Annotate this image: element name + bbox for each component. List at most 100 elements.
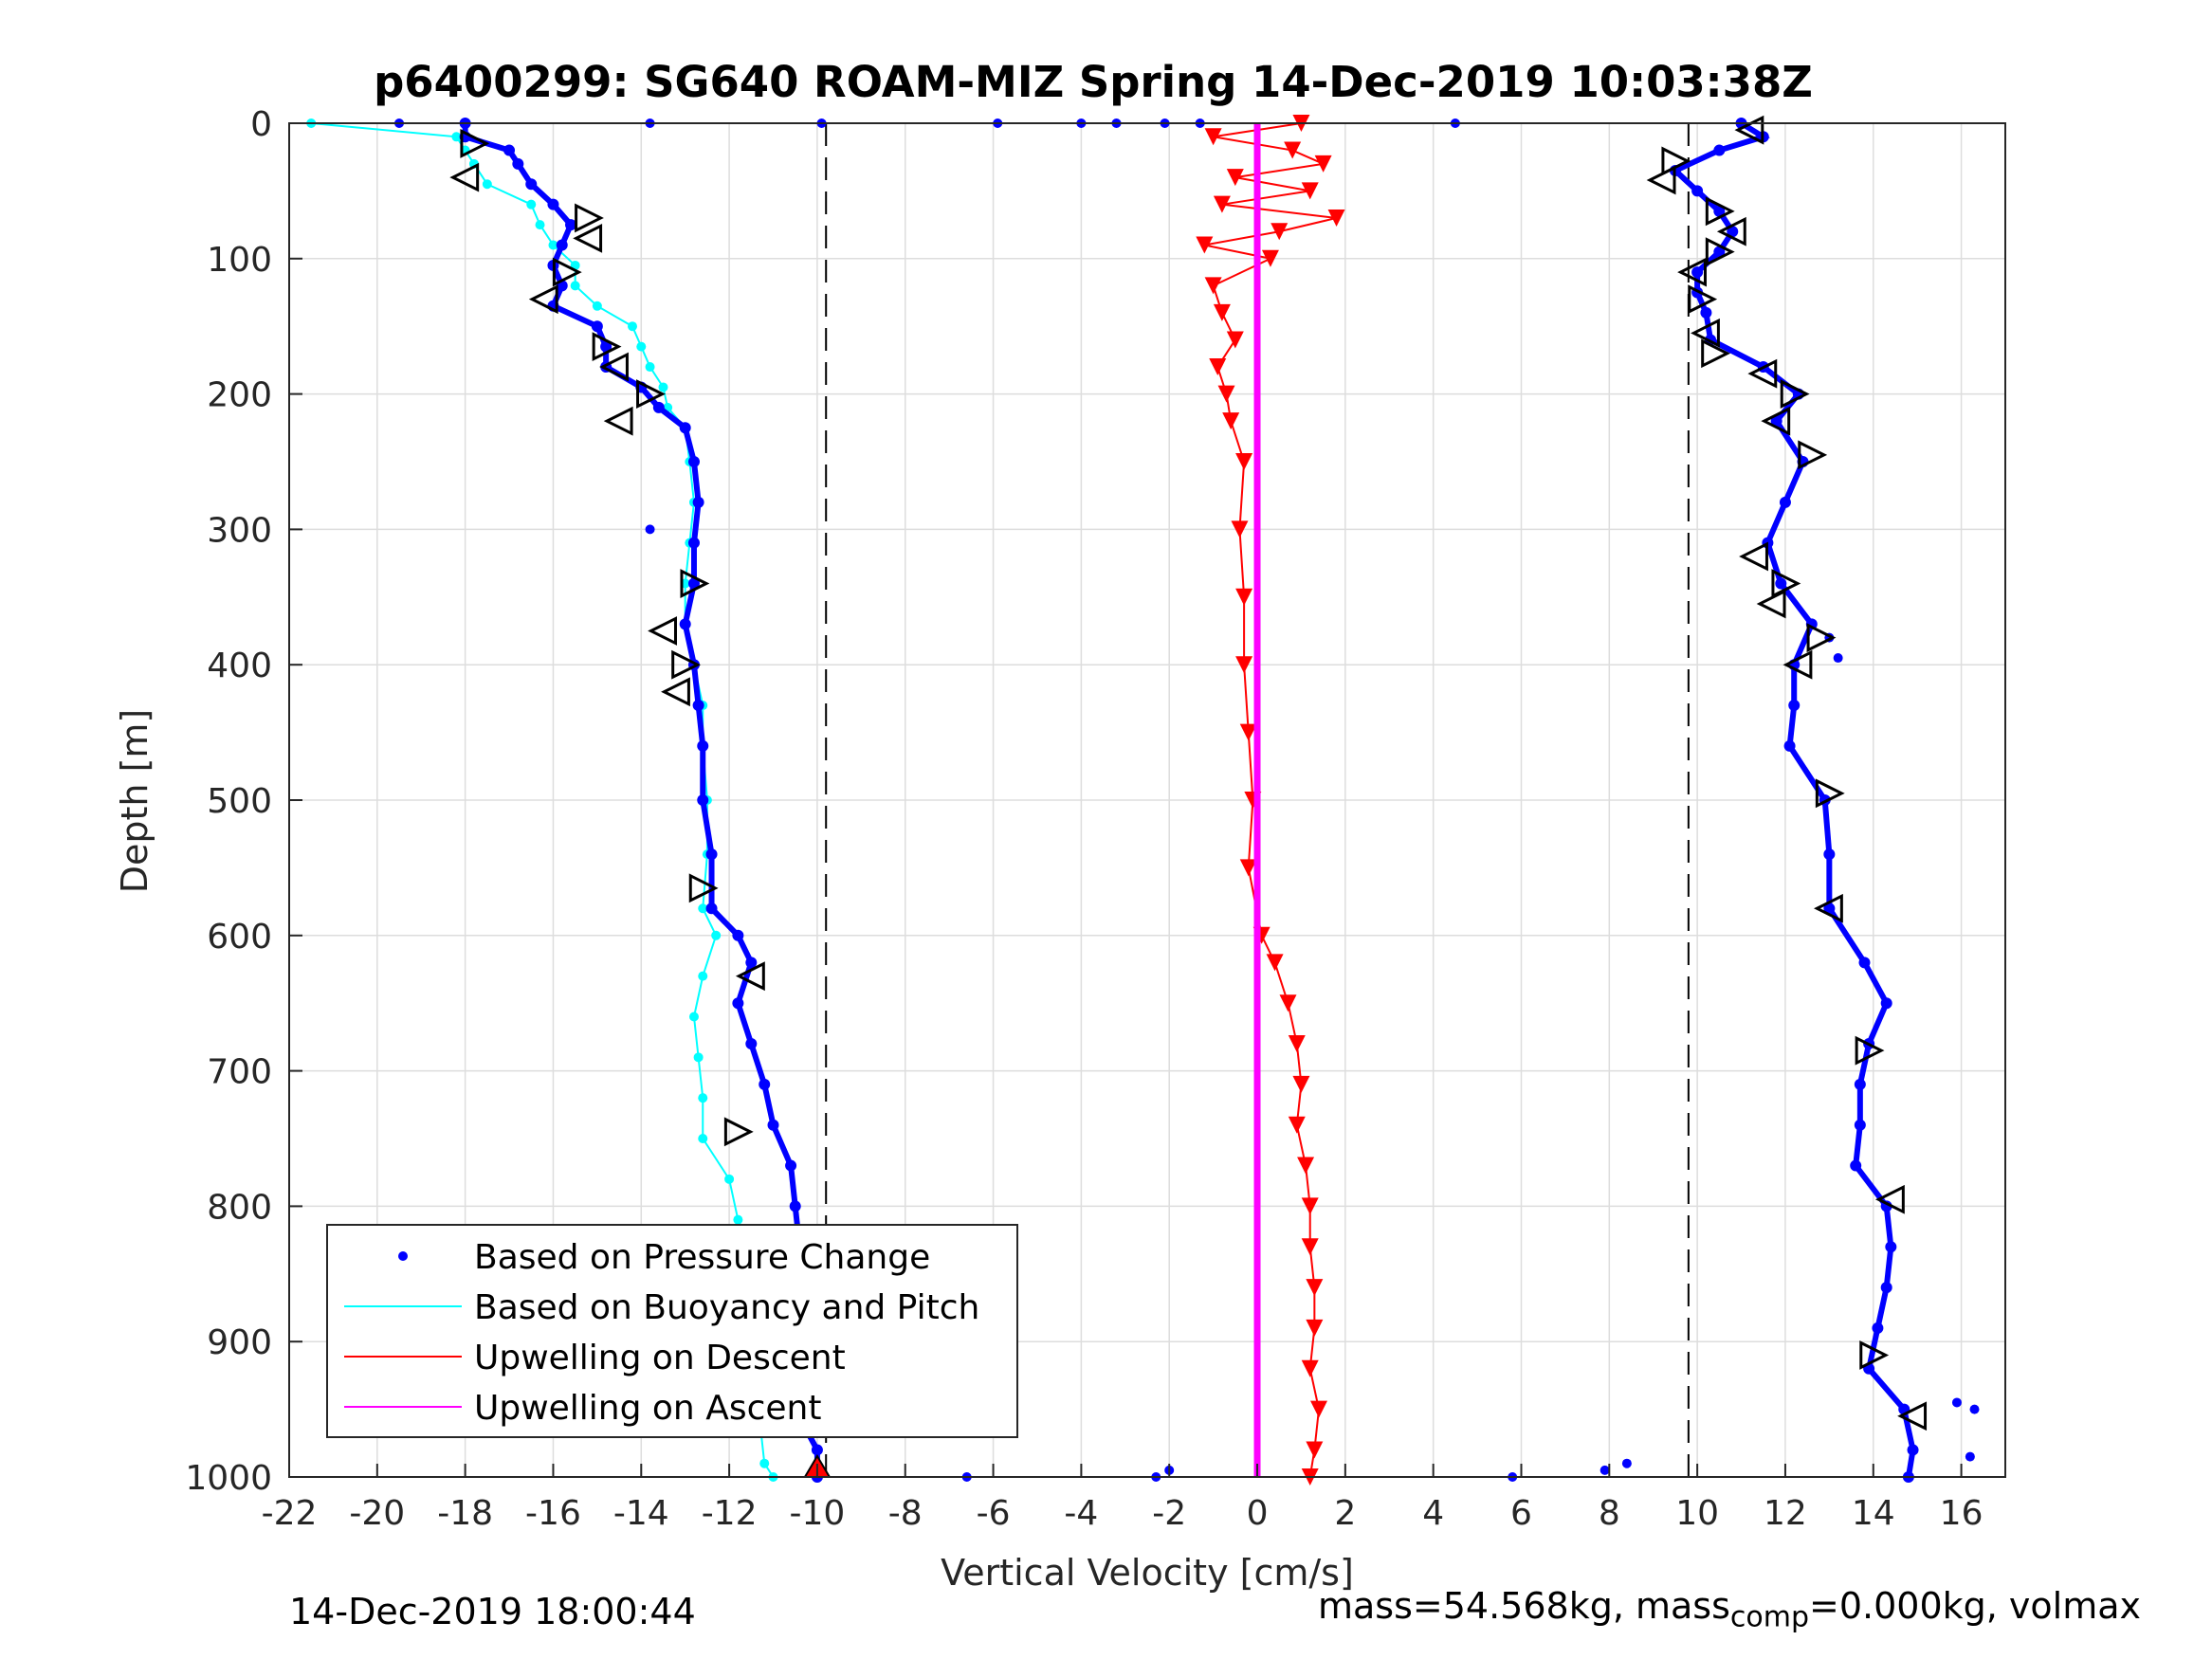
descent-marker xyxy=(599,352,629,382)
upwelling-descent-point xyxy=(1261,249,1279,267)
x-tick-label: 16 xyxy=(1940,1494,1983,1533)
descent-marker xyxy=(528,284,558,315)
x-tick-label: -20 xyxy=(349,1494,405,1533)
pressure-ascent-point xyxy=(1854,1078,1866,1090)
pressure-ascent-point xyxy=(1880,997,1892,1010)
buoyancy-pitch-point xyxy=(526,199,537,210)
ascent-marker xyxy=(1646,165,1676,195)
descent-marker xyxy=(671,649,702,680)
pressure-descent-point xyxy=(679,422,691,434)
x-tick-label: -4 xyxy=(1064,1494,1098,1533)
upwelling-descent-point xyxy=(1297,1157,1315,1175)
pressure-ascent-point xyxy=(1823,902,1836,915)
x-axis-ticks: -22 -20 -18 -16 -14 -12 -10 -8 -6 -4 -2 0 2 4 6 8 10 12 14… xyxy=(262,1464,1983,1533)
footer-mass-prefix: mass=54.568kg, mass xyxy=(1318,1585,1730,1627)
pressure-ascent-point xyxy=(1788,700,1801,712)
pressure-descent-point xyxy=(591,320,603,333)
pressure-ascent-point xyxy=(1691,266,1704,279)
pressure-descent-point xyxy=(811,1444,823,1456)
upwelling-descent-point xyxy=(1288,1116,1306,1134)
descent-marker xyxy=(680,569,710,598)
x-tick-label: -8 xyxy=(888,1494,923,1533)
pressure-ascent-point xyxy=(1713,144,1726,156)
ascent-marker xyxy=(1716,216,1746,246)
buoyancy-pitch-point xyxy=(698,1093,708,1103)
pressure-descent-point xyxy=(705,848,718,861)
buoyancy-pitch-point xyxy=(698,1134,708,1143)
pressure-ascent-point xyxy=(1885,1241,1897,1253)
descent-marker xyxy=(592,332,622,362)
x-tick-label: 4 xyxy=(1422,1494,1444,1533)
buoyancy-pitch-point xyxy=(570,281,580,291)
buoyancy-pitch-point xyxy=(636,341,647,352)
legend: Based on Pressure Change Based on Buoyanc… xyxy=(326,1224,1018,1438)
pressure-descent-point xyxy=(705,902,718,915)
ascent-marker xyxy=(1705,237,1735,267)
descent-marker xyxy=(636,379,666,410)
upwelling-descent-point xyxy=(1204,277,1222,295)
descent-marker xyxy=(573,223,603,253)
upwelling-descent-point xyxy=(1222,412,1240,430)
buoyancy-pitch-point xyxy=(482,179,492,190)
upwelling-descent-point xyxy=(1292,1075,1310,1093)
pressure-descent-point xyxy=(785,1159,797,1172)
descent-marker xyxy=(449,162,480,192)
series xyxy=(306,115,1980,1486)
upwelling-descent-point xyxy=(1314,155,1332,173)
pressure-descent-point xyxy=(652,401,665,413)
x-tick-label: -18 xyxy=(437,1494,493,1533)
upwelling-descent-point xyxy=(1266,954,1284,972)
ascent-marker xyxy=(1688,284,1718,315)
legend-box xyxy=(326,1224,1018,1438)
pressure-ascent-point xyxy=(1907,1444,1919,1456)
pressure-descent-point xyxy=(687,537,700,549)
buoyancy-pitch-point xyxy=(724,1174,735,1184)
descent-marker xyxy=(688,873,719,903)
pressure-ascent-point xyxy=(1783,739,1796,752)
upwelling-descent-point xyxy=(1213,195,1231,213)
upwelling-descent-point xyxy=(1301,1197,1319,1215)
pressure-ascent-point xyxy=(1854,1119,1866,1131)
pressure-ascent-point xyxy=(1858,957,1871,969)
legend-label: Upwelling on Descent xyxy=(474,1339,846,1377)
descent-marker xyxy=(575,203,604,233)
ascent-marker xyxy=(1859,1340,1890,1370)
y-tick-label: 500 xyxy=(207,782,272,821)
pressure-ascent-point xyxy=(1823,848,1836,861)
ascent-marker xyxy=(1747,358,1778,389)
pressure-ascent-point xyxy=(1770,415,1782,428)
pressure-descent-point xyxy=(525,178,538,191)
buoyancy-pitch-point xyxy=(698,903,708,914)
legend-label: Upwelling on Ascent xyxy=(474,1389,821,1428)
ascent-marker xyxy=(1897,1401,1928,1431)
pressure-ascent-point xyxy=(1779,496,1791,508)
pressure-descent-point xyxy=(759,1078,771,1090)
y-tick-label: 900 xyxy=(207,1323,272,1362)
pressure-outlier-point xyxy=(1969,1404,1980,1414)
pressure-descent-point xyxy=(697,794,709,806)
ascent-marker xyxy=(1874,1184,1905,1214)
x-tick-label: -16 xyxy=(525,1494,581,1533)
descent-marker xyxy=(648,616,677,646)
legend-label: Based on Pressure Change xyxy=(474,1238,930,1277)
descent-marker xyxy=(723,1117,754,1147)
upwelling-descent-point xyxy=(1239,859,1257,877)
upwelling-descent-point xyxy=(1301,1359,1319,1377)
pressure-descent-point xyxy=(600,340,612,353)
ascent-marker xyxy=(1782,649,1813,680)
buoyancy-pitch-point xyxy=(711,930,722,940)
pressure-descent-point xyxy=(547,198,559,210)
pressure-descent-point xyxy=(732,929,744,941)
upwelling-descent-point xyxy=(1226,331,1244,349)
upwelling-descent-point xyxy=(1310,1400,1327,1418)
descent-marker xyxy=(460,128,490,158)
pressure-ascent-point xyxy=(1700,306,1712,319)
x-axis-label: Vertical Velocity [cm/s] xyxy=(941,1552,1354,1594)
pressure-outlier-point xyxy=(1833,653,1843,664)
ascent-marker xyxy=(1756,589,1786,619)
y-axis-label: Depth [m] xyxy=(114,709,155,894)
upwelling-descent-point xyxy=(1301,1238,1319,1256)
footer-mass-sub: comp xyxy=(1729,1600,1810,1634)
x-tick-label: 0 xyxy=(1247,1494,1269,1533)
y-tick-label: 700 xyxy=(207,1053,272,1092)
